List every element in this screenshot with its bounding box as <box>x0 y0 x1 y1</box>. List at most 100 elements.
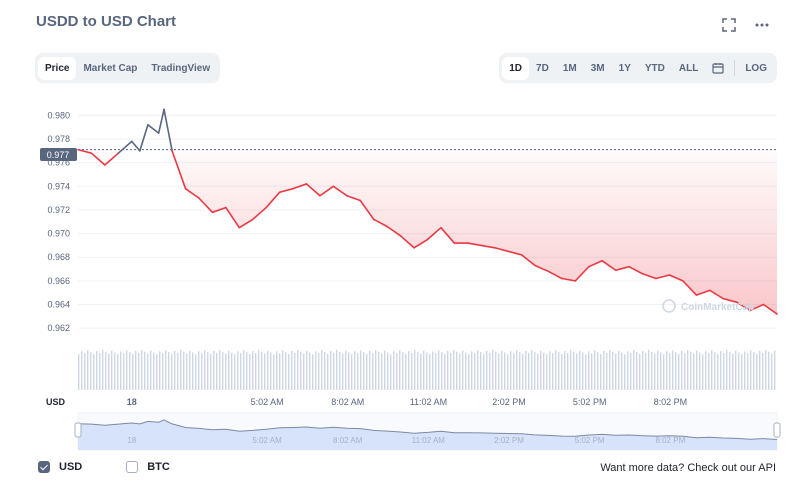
volume-bar <box>699 352 701 390</box>
price-line-segment <box>655 274 671 280</box>
volume-bar <box>354 351 356 390</box>
price-line-segment <box>305 183 321 197</box>
range-navigator[interactable]: 18 5:02 AM 8:02 AM 11:02 AM 2:02 PM 5:02 PM 8:… <box>74 412 781 451</box>
volume-bar <box>654 353 656 390</box>
tab-price[interactable]: Price <box>38 56 77 80</box>
price-line-segment <box>292 183 308 190</box>
log-toggle[interactable]: LOG <box>745 62 767 74</box>
btc-checkbox[interactable] <box>126 461 139 473</box>
navigator-left-handle[interactable] <box>74 422 82 438</box>
volume-bar <box>135 350 137 390</box>
volume-bar <box>744 351 746 390</box>
volume-bar <box>207 352 209 390</box>
navigator-tick-label: 11:02 AM <box>412 436 446 445</box>
volume-bar <box>348 352 350 390</box>
price-line-segment <box>147 124 160 134</box>
volume-bar <box>327 353 329 390</box>
volume-bar <box>624 354 626 390</box>
price-line-segment <box>493 246 509 253</box>
price-line-segment <box>346 194 362 202</box>
volume-bar <box>330 350 332 390</box>
volume-bar <box>345 350 347 390</box>
volume-bar <box>315 351 317 390</box>
range-all[interactable]: ALL <box>678 62 699 74</box>
volume-bar <box>600 353 602 390</box>
navigator-right-handle[interactable] <box>773 422 781 438</box>
fullscreen-icon[interactable] <box>722 18 736 32</box>
volume-bar <box>186 353 188 390</box>
volume-bar <box>573 351 575 390</box>
price-line-segment <box>130 140 141 152</box>
price-line-segment <box>722 297 738 303</box>
volume-bar <box>357 353 359 390</box>
volume-bar <box>405 353 407 390</box>
volume-bar <box>531 349 533 390</box>
volume-bar <box>471 351 473 390</box>
volume-bar <box>396 353 398 390</box>
volume-bar <box>261 351 263 390</box>
volume-bar <box>750 350 752 390</box>
price-line-segment <box>641 272 657 280</box>
chart-title: USDD to USD Chart <box>36 13 177 30</box>
volume-bar <box>618 350 620 390</box>
volume-bar <box>198 351 200 390</box>
volume-bar <box>489 352 491 390</box>
volume-bar <box>483 353 485 390</box>
navigator-tick-label: 5:02 PM <box>575 436 605 445</box>
volume-bar <box>528 352 530 390</box>
price-line-segment <box>762 303 778 315</box>
navigator-tick-label: 5:02 AM <box>252 436 282 445</box>
usd-checkbox[interactable] <box>38 461 50 473</box>
volume-bar <box>735 350 737 390</box>
api-link[interactable]: Want more data? Check out our API <box>600 462 776 474</box>
range-3m[interactable]: 3M <box>590 62 605 74</box>
volume-bar <box>366 353 368 390</box>
calendar-icon[interactable] <box>705 62 731 74</box>
volume-bar <box>228 350 230 390</box>
volume-bar <box>108 353 110 390</box>
volume-bar <box>189 350 191 390</box>
coinmarketcap-watermark: CoinMarketCap <box>662 299 754 313</box>
volume-bar <box>201 353 203 390</box>
btc-legend-label: BTC <box>147 461 170 473</box>
volume-bar <box>267 350 269 390</box>
tab-tradingview[interactable]: TradingView <box>151 62 211 74</box>
volume-bar <box>312 354 314 390</box>
volume-bar <box>150 350 152 390</box>
volume-bar <box>714 352 716 390</box>
volume-bar <box>420 353 422 390</box>
price-line-segment <box>520 254 536 267</box>
volume-bar <box>114 352 116 390</box>
volume-bar <box>204 350 206 390</box>
volume-bar <box>468 354 470 390</box>
volume-bar <box>177 352 179 390</box>
x-tick-label: 8:02 PM <box>654 397 688 407</box>
more-icon[interactable] <box>754 18 770 32</box>
volume-bar <box>147 353 149 390</box>
price-line-segment <box>238 218 254 229</box>
volume-bar <box>282 350 284 390</box>
price-line-segment <box>117 140 133 155</box>
volume-bar <box>369 350 371 390</box>
navigator-tick-label: 8:02 AM <box>333 436 363 445</box>
price-line-segment <box>534 264 550 273</box>
volume-bar <box>477 350 479 390</box>
volume-bar <box>87 350 89 390</box>
volume-bar <box>564 350 566 390</box>
volume-bar <box>399 350 401 390</box>
volume-bar <box>258 349 260 390</box>
volume-bar <box>213 350 215 390</box>
volume-bar <box>432 351 434 390</box>
price-line-segment <box>77 148 93 155</box>
volume-bar <box>93 353 95 390</box>
range-1y[interactable]: 1Y <box>618 62 631 74</box>
price-line-segment <box>90 152 106 166</box>
volume-bar <box>138 352 140 390</box>
volume-bar <box>633 350 635 390</box>
range-1d[interactable]: 1D <box>502 56 530 80</box>
range-ytd[interactable]: YTD <box>644 62 665 74</box>
range-7d[interactable]: 7D <box>536 62 549 74</box>
volume-bar <box>762 352 764 390</box>
range-1m[interactable]: 1M <box>562 62 577 74</box>
tab-market-cap[interactable]: Market Cap <box>83 62 138 74</box>
